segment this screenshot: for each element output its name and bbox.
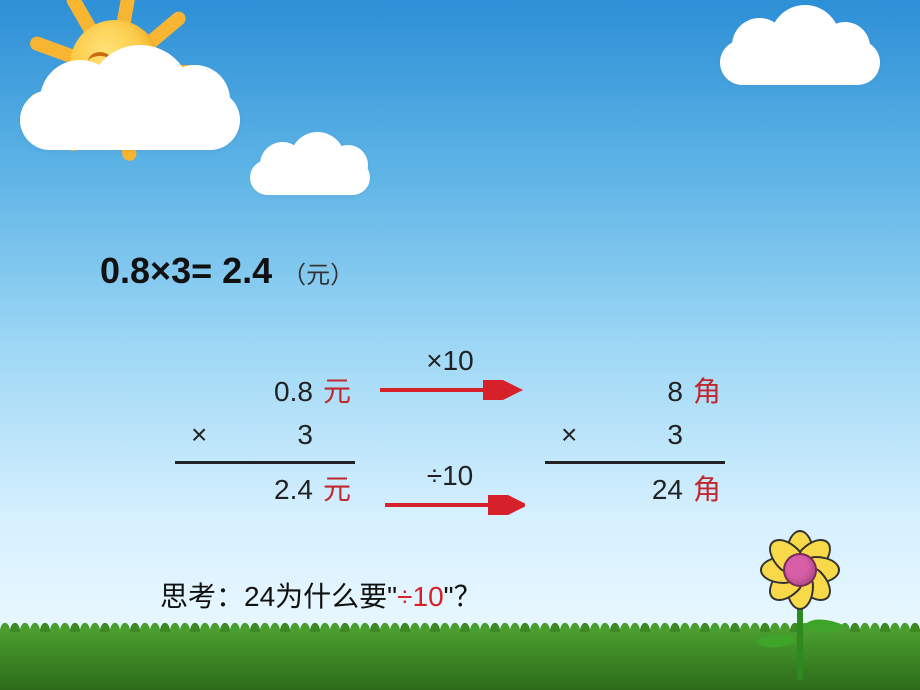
rule-line (175, 461, 355, 464)
left-top-value: 0.8 (274, 370, 313, 413)
right-result-unit: 角 (693, 468, 721, 511)
equation-result: 2.4 (222, 250, 272, 292)
unit-label: 元 (306, 262, 330, 289)
right-multiplier: 3 (667, 413, 683, 456)
left-result: 2.4 (274, 468, 313, 511)
arrow-left-icon (375, 495, 525, 515)
times-10-label: ×10 (426, 345, 474, 377)
cloud-icon (20, 90, 240, 150)
conversion-arrows: ×10 ÷10 (355, 370, 545, 540)
right-operator: × (549, 413, 577, 456)
right-top-unit: 角 (693, 370, 721, 413)
unit-open: （ (282, 262, 306, 289)
equation-expression: 0.8×3= (100, 250, 212, 292)
cloud-icon (250, 160, 370, 195)
slide: 0.8×3= 2.4 （元） 0.8 元 × 3 元 2.4 元 ×10 (0, 0, 920, 690)
q-op: ÷10 (397, 581, 444, 612)
q-value: 24 (244, 581, 275, 612)
rule-line (545, 461, 725, 464)
arrow-right-icon (375, 380, 525, 400)
left-operator: × (179, 413, 207, 456)
q-suffix: ？ (454, 581, 482, 612)
main-equation: 0.8×3= 2.4 （元） (100, 250, 354, 292)
unit-close: ） (330, 262, 354, 289)
flower-icon (740, 510, 860, 680)
cloud-icon (720, 40, 880, 85)
q-mid1: 为什么要" (275, 581, 397, 612)
q-prefix: 思考： (160, 581, 244, 612)
vertical-mult-left: 0.8 元 × 3 元 2.4 元 (175, 370, 355, 511)
right-result: 24 (652, 468, 683, 511)
conversion-diagram: 0.8 元 × 3 元 2.4 元 ×10 ÷10 (175, 370, 745, 540)
thinking-question: 思考：24为什么要"÷10"？ (160, 575, 482, 615)
left-multiplier: 3 (297, 413, 313, 456)
q-mid2: " (444, 581, 454, 612)
divide-10-label: ÷10 (427, 460, 474, 492)
vertical-mult-right: 8 角 × 3 角 24 角 (545, 370, 725, 511)
right-top-value: 8 (667, 370, 683, 413)
left-result-unit: 元 (323, 468, 351, 511)
left-top-unit: 元 (323, 370, 351, 413)
